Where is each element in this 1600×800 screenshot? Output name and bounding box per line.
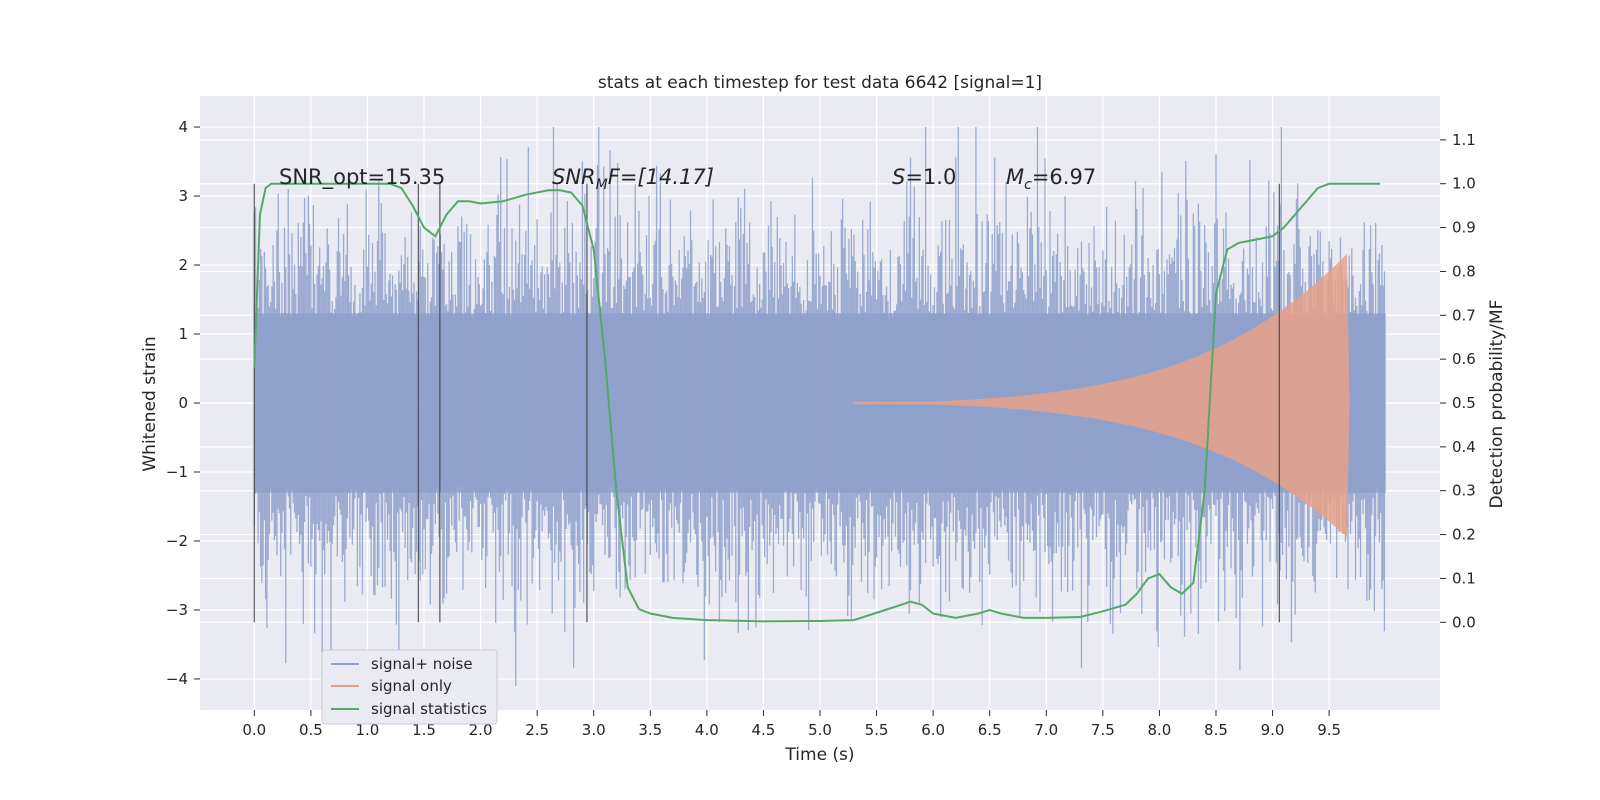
x-tick-label: 2.0 — [469, 721, 493, 739]
legend-label-signal-only: signal only — [371, 677, 452, 695]
x-tick-label: 2.5 — [525, 721, 549, 739]
y-right-tick-label: 1.1 — [1452, 131, 1476, 149]
left-y-axis-label: Whitened strain — [140, 336, 160, 471]
signal-statistics-line — [253, 182, 1381, 623]
x-tick-label: 4.0 — [695, 721, 719, 739]
s-annotation: S=1.0 — [892, 165, 956, 189]
y-left-tick-label: 0 — [178, 394, 188, 412]
y-left-tick-label: −2 — [166, 532, 188, 550]
y-right-tick-label: 1.0 — [1452, 175, 1476, 193]
x-tick-label: 1.5 — [412, 721, 436, 739]
signal-only-envelope — [853, 253, 1350, 538]
s-label: S — [892, 165, 905, 189]
signal-only-series — [853, 253, 1350, 538]
mc-prefix: M — [1006, 165, 1024, 189]
snr-mf-annotation: SNRMF=[14.17] — [552, 165, 714, 193]
y-right-tick-label: 0.2 — [1452, 526, 1476, 544]
x-tick-label: 5.5 — [865, 721, 889, 739]
x-tick-label: 5.0 — [808, 721, 832, 739]
y-left-tick-label: −4 — [166, 670, 188, 688]
left-y-axis-ticks: −4 −3 −2 −1 0 1 2 3 4 — [166, 118, 200, 688]
x-tick-label: 7.0 — [1034, 721, 1058, 739]
mc-sub: c — [1024, 177, 1032, 193]
y-left-tick-label: 3 — [178, 187, 188, 205]
y-left-tick-label: 4 — [178, 118, 188, 136]
x-tick-label: 6.0 — [921, 721, 945, 739]
chart-title: stats at each timestep for test data 664… — [598, 73, 1042, 93]
mc-value: =6.97 — [1032, 165, 1096, 189]
x-axis-ticks: 0.0 0.5 1.0 1.5 2.0 2.5 3.0 3.5 4.0 4.5 5.0 5.5 6.0 6… — [242, 710, 1341, 739]
legend-label-signal-noise: signal+ noise — [371, 655, 473, 673]
legend-label-signal-statistics: signal statistics — [371, 700, 487, 718]
snr-opt-annotation: SNR_opt=15.35 — [279, 165, 445, 190]
x-tick-label: 6.5 — [978, 721, 1002, 739]
x-tick-label: 3.0 — [582, 721, 606, 739]
x-tick-label: 9.0 — [1261, 721, 1285, 739]
y-right-tick-label: 0.1 — [1452, 569, 1476, 587]
y-right-tick-label: 0.6 — [1452, 350, 1476, 368]
y-right-tick-label: 0.5 — [1452, 394, 1476, 412]
vertical-markers — [253, 183, 1280, 623]
y-right-tick-label: 0.9 — [1452, 219, 1476, 237]
y-left-tick-label: 2 — [178, 256, 188, 274]
right-y-axis-label: Detection probability/MF — [1487, 300, 1507, 509]
legend-box — [321, 649, 498, 725]
x-axis-label: Time (s) — [784, 745, 854, 765]
x-tick-label: 4.5 — [752, 721, 776, 739]
y-right-tick-label: 0.8 — [1452, 262, 1476, 280]
mc-annotation: Mc=6.97 — [1006, 165, 1096, 193]
y-right-tick-label: 0.3 — [1452, 482, 1476, 500]
signal-statistics-series — [253, 182, 1381, 623]
x-tick-label: 8.0 — [1147, 721, 1171, 739]
y-right-tick-label: 0.4 — [1452, 438, 1476, 456]
right-y-axis-ticks: 0.0 0.1 0.2 0.3 0.4 0.5 0.6 0.7 0.8 0.9 1.0 1.1 — [1440, 131, 1476, 631]
x-tick-label: 8.5 — [1204, 721, 1228, 739]
x-tick-label: 3.5 — [638, 721, 662, 739]
snr-mf-suffix: F=[14.17] — [608, 165, 714, 189]
legend: signal+ noise signal only signal statist… — [321, 649, 498, 725]
y-left-tick-label: −1 — [166, 463, 188, 481]
s-value: =1.0 — [905, 165, 956, 189]
y-right-tick-label: 0.7 — [1452, 306, 1476, 324]
snr-mf-prefix: SNR — [552, 165, 596, 189]
x-tick-label: 1.0 — [356, 721, 380, 739]
y-left-tick-label: −3 — [166, 601, 188, 619]
x-tick-label: 0.0 — [242, 721, 266, 739]
x-tick-label: 0.5 — [299, 721, 323, 739]
x-tick-label: 9.5 — [1317, 721, 1341, 739]
snr-mf-sub: M — [596, 177, 608, 193]
y-left-tick-label: 1 — [178, 325, 188, 343]
x-tick-label: 7.5 — [1091, 721, 1115, 739]
y-right-tick-label: 0.0 — [1452, 613, 1476, 631]
